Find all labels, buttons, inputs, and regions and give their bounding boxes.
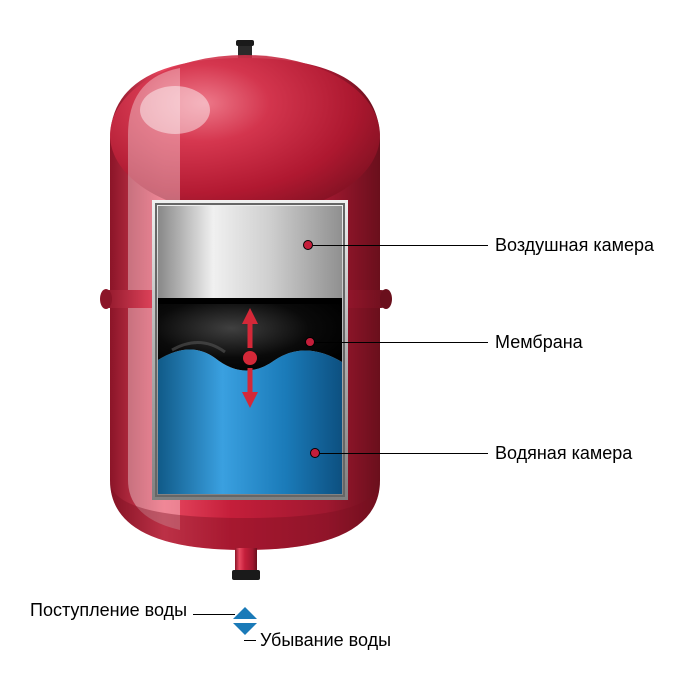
tank-cutaway-illustration	[80, 40, 420, 600]
water-chamber-marker	[310, 448, 320, 458]
water-inflow-label: Поступление воды	[30, 600, 187, 621]
membrane-marker	[305, 337, 315, 347]
membrane-label: Мембрана	[495, 332, 583, 353]
air-chamber-label: Воздушная камера	[495, 235, 654, 256]
expansion-tank-diagram: Воздушная камера Мембрана Водяная камера…	[0, 0, 700, 700]
membrane-leader	[315, 342, 488, 343]
inflow-leader	[193, 614, 235, 615]
movement-arrows	[242, 308, 258, 408]
air-chamber-marker	[303, 240, 313, 250]
air-chamber-leader	[313, 245, 488, 246]
flow-indicator-icon	[230, 605, 260, 637]
outflow-leader	[244, 640, 256, 641]
water-chamber-label: Водяная камера	[495, 443, 632, 464]
water-chamber-leader	[320, 453, 488, 454]
water-outflow-label: Убывание воды	[260, 630, 391, 651]
